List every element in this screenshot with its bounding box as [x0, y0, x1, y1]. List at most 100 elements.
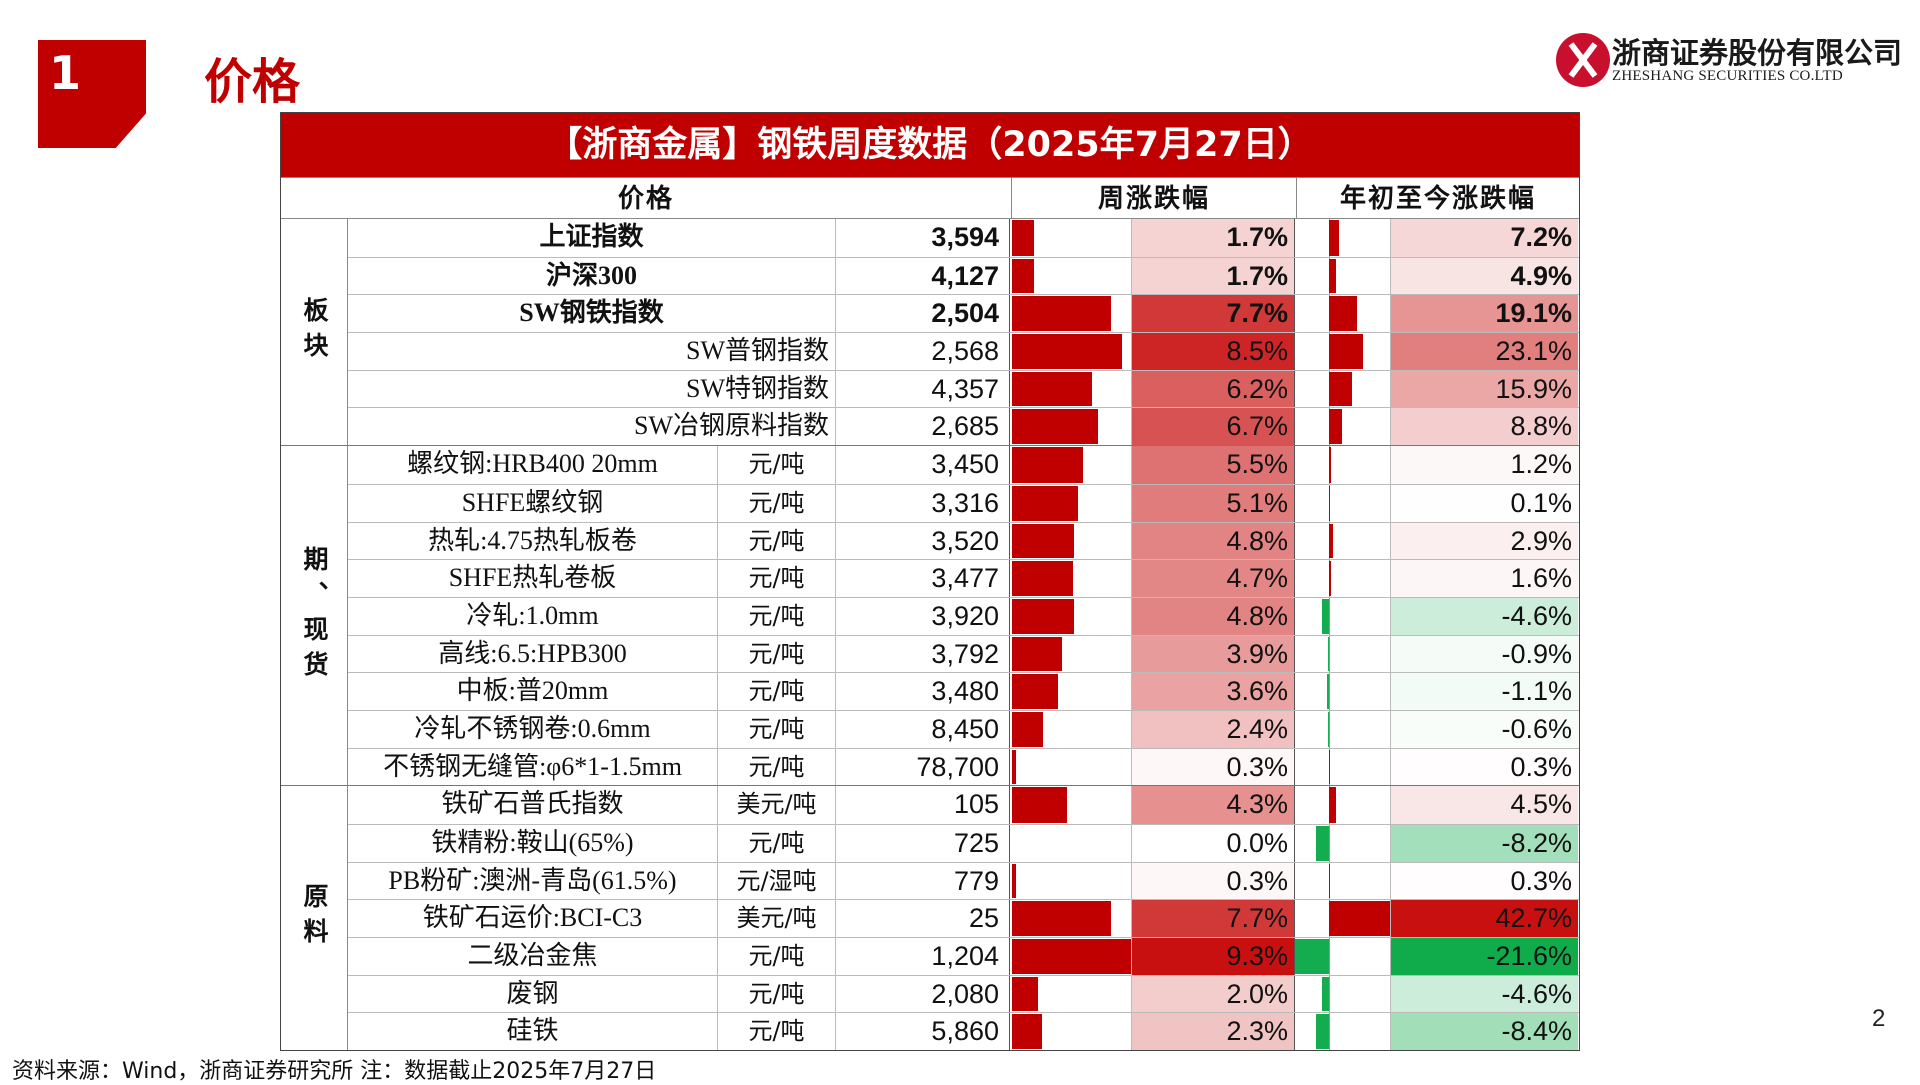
weekly-bar-cell: [1010, 485, 1132, 522]
ytd-bar: [1328, 712, 1329, 747]
row-name: 螺纹钢:HRB400 20mm: [348, 446, 718, 484]
row-value: 1,204: [836, 938, 1010, 975]
weekly-bar-cell: [1010, 749, 1132, 786]
ytd-bar-cell: [1295, 219, 1391, 257]
ytd-bar: [1329, 561, 1331, 596]
weekly-bar-cell: [1010, 333, 1132, 370]
weekly-bar: [1012, 787, 1067, 823]
row-value: 4,357: [836, 371, 1010, 408]
weekly-bar: [1012, 939, 1132, 974]
ytd-bar: [1329, 787, 1336, 823]
weekly-bar: [1012, 750, 1016, 785]
ytd-bar: [1329, 372, 1352, 407]
source-note: 资料来源：Wind，浙商证券研究所 注：数据截止2025年7月27日: [12, 1053, 656, 1085]
weekly-bar-cell: [1010, 786, 1132, 824]
ytd-change: -21.6%: [1391, 938, 1578, 975]
ytd-bar-cell: [1295, 1013, 1391, 1050]
row-unit: 元/吨: [718, 598, 836, 635]
row-unit: 元/吨: [718, 938, 836, 975]
row-value: 2,685: [836, 408, 1010, 445]
ytd-bar: [1327, 674, 1329, 709]
ytd-change: 0.3%: [1391, 863, 1578, 900]
row-value: 3,477: [836, 560, 1010, 597]
ytd-change: -8.2%: [1391, 825, 1578, 862]
ytd-bar: [1322, 977, 1329, 1012]
row-unit: 元/吨: [718, 976, 836, 1013]
row-unit: 元/吨: [718, 825, 836, 862]
weekly-change: 4.8%: [1132, 598, 1295, 635]
weekly-bar-cell: [1010, 523, 1132, 560]
row-name: 铁矿石普氏指数: [348, 786, 718, 824]
row-value: 105: [836, 786, 1010, 824]
weekly-bar: [1012, 296, 1111, 331]
weekly-change: 0.0%: [1132, 825, 1295, 862]
weekly-bar-cell: [1010, 258, 1132, 295]
ytd-bar-cell: [1295, 673, 1391, 710]
ytd-change: -4.6%: [1391, 598, 1578, 635]
section-number: 1: [40, 46, 90, 100]
ytd-bar: [1329, 901, 1391, 936]
weekly-change: 5.5%: [1132, 446, 1295, 484]
row-value: 3,450: [836, 446, 1010, 484]
steel-weekly-data-table: 【浙商金属】钢铁周度数据（2025年7月27日） 价格 周涨跌幅 年初至今涨跌幅…: [280, 112, 1580, 1051]
ytd-bar-cell: [1295, 976, 1391, 1013]
row-value: 2,504: [836, 295, 1010, 332]
row-name: 中板:普20mm: [348, 673, 718, 710]
weekly-bar-cell: [1010, 863, 1132, 900]
weekly-change: 0.3%: [1132, 749, 1295, 786]
ytd-bar-cell: [1295, 333, 1391, 370]
row-value: 4,127: [836, 258, 1010, 295]
weekly-change: 4.3%: [1132, 786, 1295, 824]
group-label-cell: 期、现货: [281, 446, 348, 785]
ytd-bar-cell: [1295, 749, 1391, 786]
ytd-axis: [1329, 598, 1330, 635]
weekly-bar-cell: [1010, 938, 1132, 975]
weekly-change: 8.5%: [1132, 333, 1295, 370]
ytd-axis: [1329, 711, 1330, 748]
row-unit: 元/吨: [718, 1013, 836, 1050]
weekly-change: 7.7%: [1132, 900, 1295, 937]
ytd-bar-cell: [1295, 446, 1391, 484]
row-value: 78,700: [836, 749, 1010, 786]
ytd-axis: [1329, 938, 1330, 975]
weekly-change: 6.7%: [1132, 408, 1295, 445]
ytd-bar: [1316, 826, 1329, 861]
ytd-change: -0.9%: [1391, 636, 1578, 673]
row-name: SW特钢指数: [348, 371, 836, 408]
weekly-change: 3.6%: [1132, 673, 1295, 710]
row-value: 3,920: [836, 598, 1010, 635]
ytd-bar-cell: [1295, 371, 1391, 408]
row-unit: 元/吨: [718, 560, 836, 597]
row-value: 25: [836, 900, 1010, 937]
ytd-bar: [1329, 296, 1357, 331]
row-name: SW钢铁指数: [348, 295, 836, 332]
table-title: 【浙商金属】钢铁周度数据（2025年7月27日）: [281, 113, 1579, 177]
ytd-change: 0.3%: [1391, 749, 1578, 786]
row-unit: 元/湿吨: [718, 863, 836, 900]
weekly-bar: [1012, 637, 1062, 672]
ytd-change: 0.1%: [1391, 485, 1578, 522]
weekly-bar: [1012, 409, 1098, 444]
weekly-bar-cell: [1010, 295, 1132, 332]
ytd-change: -0.6%: [1391, 711, 1578, 748]
header-weekly-change: 周涨跌幅: [1011, 178, 1296, 218]
ytd-axis: [1329, 673, 1330, 710]
weekly-change: 2.4%: [1132, 711, 1295, 748]
ytd-bar: [1322, 599, 1329, 634]
